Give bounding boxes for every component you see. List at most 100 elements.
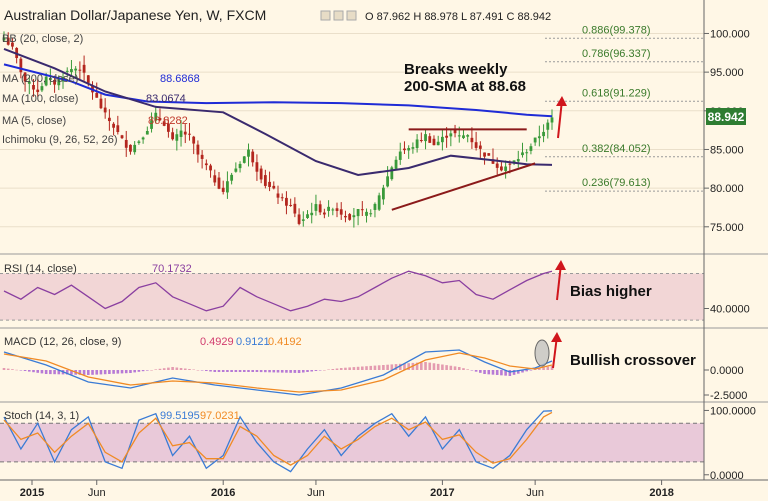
macd-hist-bar bbox=[301, 370, 305, 373]
settings-icon[interactable] bbox=[333, 10, 344, 21]
macd-hist-bar bbox=[95, 370, 99, 375]
indicator-label[interactable]: Ichimoku (9, 26, 52, 26) bbox=[2, 134, 118, 146]
macd-hist-bar bbox=[108, 370, 111, 374]
macd-hist-bar bbox=[57, 370, 61, 375]
macd-hist-bar bbox=[268, 370, 271, 373]
macd-hist-bar bbox=[99, 370, 103, 375]
x-tick-label: 2016 bbox=[211, 487, 235, 499]
fib-label: 0.382(84.052) bbox=[582, 143, 651, 155]
macd-hist-bar bbox=[23, 370, 27, 371]
candle-body bbox=[495, 163, 499, 168]
rsi-label[interactable]: RSI (14, close) bbox=[4, 263, 77, 275]
macd-hist-bar bbox=[141, 370, 145, 372]
x-tick-label: 2015 bbox=[20, 487, 44, 499]
macd-hist-bar bbox=[188, 369, 191, 370]
macd-hist-bar bbox=[36, 370, 40, 373]
candle-body bbox=[150, 120, 153, 129]
macd-hist-bar bbox=[432, 363, 436, 370]
candle-body bbox=[11, 42, 14, 47]
indicator-label[interactable]: MA (200, close) bbox=[2, 73, 78, 85]
macd-hist-bar bbox=[6, 368, 10, 370]
macd-hist-bar bbox=[259, 370, 263, 373]
stoch-label[interactable]: Stoch (14, 3, 1) bbox=[4, 410, 79, 422]
macd-hist-bar bbox=[205, 370, 208, 371]
macd-hist-bar bbox=[293, 370, 297, 373]
macd-hist-bar bbox=[466, 369, 469, 370]
ma100-line bbox=[3, 47, 553, 177]
ma200-line bbox=[3, 63, 553, 118]
candle-body bbox=[27, 81, 31, 84]
candle-body bbox=[209, 165, 212, 171]
indicator-label[interactable]: BB (20, close, 2) bbox=[2, 33, 83, 45]
fib-label: 0.786(96.337) bbox=[582, 48, 651, 60]
macd-histogram bbox=[2, 362, 554, 376]
macd-hist-bar bbox=[78, 370, 82, 375]
macd-hist-bar bbox=[297, 370, 301, 373]
candle-body bbox=[521, 152, 524, 156]
up-arrow-icon bbox=[555, 260, 566, 301]
candle-body bbox=[259, 168, 263, 180]
indicator-legend: BB (20, close, 2) MA (200, close) 88.686… bbox=[2, 33, 200, 146]
macd-hist-bar bbox=[255, 370, 259, 372]
candle-body bbox=[466, 135, 470, 137]
rsi-value: 70.1732 bbox=[152, 263, 192, 275]
macd-signal-value: 0.9121 bbox=[236, 336, 270, 348]
macd-hist-bar bbox=[508, 370, 512, 376]
y-tick-label: 95.000 bbox=[710, 67, 744, 79]
candle-body bbox=[65, 70, 69, 72]
macd-hist-bar bbox=[361, 366, 364, 370]
rsi-band bbox=[0, 273, 704, 321]
breaks-line2: 200-SMA at 88.68 bbox=[404, 78, 526, 95]
macd-hist-bar bbox=[230, 370, 233, 372]
ohlc-readout: O 87.962 H 88.978 L 87.491 C 88.942 bbox=[365, 11, 551, 23]
candle-body bbox=[137, 141, 141, 144]
macd-hist-bar bbox=[373, 365, 377, 370]
macd-hist-bar bbox=[546, 366, 550, 370]
fib-label: 0.886(99.378) bbox=[582, 24, 651, 36]
macd-hist-bar bbox=[453, 366, 457, 370]
candle-body bbox=[508, 163, 512, 165]
candle-body bbox=[356, 209, 360, 217]
indicator-label[interactable]: MA (100, close) bbox=[2, 93, 78, 105]
macd-hist-bar bbox=[209, 370, 212, 372]
candle-body bbox=[183, 131, 187, 135]
macd-hist-bar bbox=[356, 366, 360, 370]
macd-hist-bar bbox=[82, 370, 86, 375]
candle-body bbox=[529, 146, 533, 151]
indicator-label[interactable]: MA (5, close) bbox=[2, 115, 66, 127]
macd-hist-bar bbox=[462, 368, 465, 370]
candle-body bbox=[213, 175, 217, 183]
macd-hist-bar bbox=[238, 370, 242, 372]
candle-body bbox=[263, 175, 267, 186]
macd-hist-bar bbox=[318, 370, 322, 371]
macd-hist-bar bbox=[491, 370, 495, 375]
macd-hist-bar bbox=[87, 370, 90, 375]
macd-hist-bar bbox=[154, 369, 158, 370]
macd-panel bbox=[0, 327, 768, 396]
macd-hist-bar bbox=[470, 370, 474, 371]
candle-body bbox=[124, 139, 128, 148]
candle-body bbox=[546, 122, 550, 130]
y-axis-ticks: 100.00095.00090.00085.00080.00075.00040.… bbox=[704, 28, 756, 482]
macd-hist-bar bbox=[226, 370, 229, 372]
macd-hist-bar bbox=[327, 369, 330, 370]
candle-body bbox=[6, 37, 10, 45]
candle-body bbox=[2, 37, 6, 41]
close-icon[interactable] bbox=[346, 10, 357, 21]
up-arrow-icon bbox=[556, 96, 567, 139]
macd-hist-bar bbox=[335, 368, 339, 370]
candle-body bbox=[424, 134, 427, 142]
candle-body bbox=[525, 152, 529, 154]
eye-icon[interactable] bbox=[320, 10, 331, 21]
candle-body bbox=[407, 147, 411, 151]
macd-hist-bar bbox=[441, 364, 444, 370]
macd-hist-bar bbox=[314, 370, 318, 371]
title-controls[interactable] bbox=[320, 10, 357, 21]
macd-hist-bar bbox=[272, 370, 276, 373]
macd-hist-bar bbox=[158, 368, 162, 370]
macd-hist-bar bbox=[150, 370, 153, 371]
macd-hist-bar bbox=[323, 370, 326, 371]
macd-value: 0.4929 bbox=[200, 336, 234, 348]
candle-body bbox=[285, 197, 288, 206]
macd-label[interactable]: MACD (12, 26, close, 9) bbox=[4, 336, 121, 348]
